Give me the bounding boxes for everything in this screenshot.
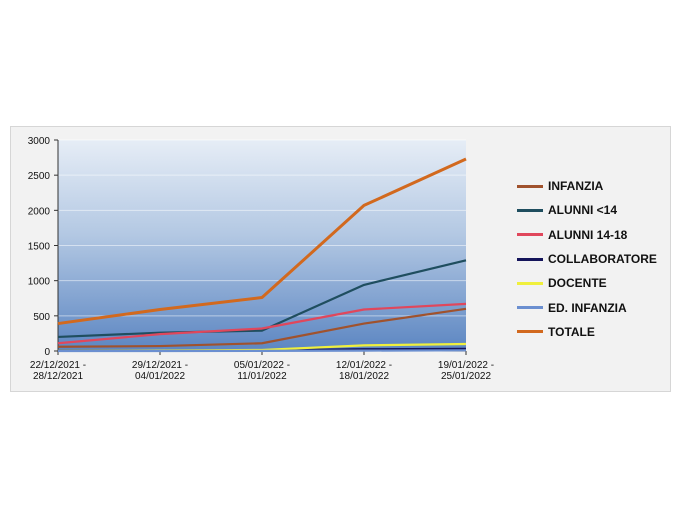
- y-tick-label: 1500: [28, 242, 51, 253]
- x-tick-label: 19/01/2022 -25/01/2022: [438, 360, 494, 382]
- legend-swatch: [517, 281, 543, 285]
- x-tick-label: 29/12/2021 -04/01/2022: [132, 360, 188, 382]
- x-tick-label: 22/12/2021 -28/12/2021: [30, 360, 86, 382]
- y-tick-label: 0: [44, 347, 50, 358]
- legend-label: INFANZIA: [548, 179, 604, 194]
- legend-label: DOCENTE: [548, 276, 607, 291]
- y-tick-label: 2000: [28, 206, 51, 217]
- legend-label: ALUNNI <14: [548, 203, 618, 218]
- legend-label: ED. INFANZIA: [548, 300, 627, 315]
- legend-swatch: [517, 184, 543, 188]
- y-tick-label: 500: [33, 312, 50, 323]
- x-tick-label: 05/01/2022 -11/01/2022: [234, 360, 290, 382]
- legend-swatch: [517, 233, 543, 237]
- gridlines: [58, 139, 466, 352]
- series-lines: [57, 157, 467, 353]
- series-line-alunni-14: [57, 259, 467, 339]
- chart-legend: INFANZIA ALUNNI <14 ALUNNI 14-18 COLLABORAT…: [517, 174, 667, 344]
- legend-label: COLLABORATORE: [548, 252, 657, 267]
- x-tick-label: 12/01/2022 -18/01/2022: [336, 360, 392, 382]
- y-tick-label: 2500: [28, 171, 51, 182]
- series-line-totale: [57, 157, 467, 326]
- legend-item-ed-infanzia: ED. INFANZIA: [517, 295, 667, 319]
- legend-item-totale: TOTALE: [517, 320, 667, 344]
- legend-swatch: [517, 330, 543, 334]
- y-tick-labels: 0 500 1000 1500 2000 2500 3000: [28, 136, 58, 358]
- legend-item-alunni-14-18: ALUNNI 14-18: [517, 223, 667, 247]
- legend-swatch: [517, 208, 543, 212]
- y-tick-label: 3000: [28, 136, 51, 147]
- y-tick-label: 1000: [28, 277, 51, 288]
- legend-label: ALUNNI 14-18: [548, 227, 628, 242]
- legend-swatch: [517, 306, 543, 310]
- legend-item-alunni-14: ALUNNI <14: [517, 198, 667, 222]
- series-line-infanzia: [57, 307, 467, 348]
- legend-label: TOTALE: [548, 324, 595, 339]
- series-line-alunni-14-18: [57, 302, 467, 345]
- legend-item-docente: DOCENTE: [517, 271, 667, 295]
- legend-item-infanzia: INFANZIA: [517, 174, 667, 198]
- legend-item-collaboratore: COLLABORATORE: [517, 247, 667, 271]
- x-tick-labels: 22/12/2021 -28/12/2021 29/12/2021 -04/01/…: [30, 351, 494, 382]
- series-line-ed-infanzia: [58, 349, 467, 353]
- legend-swatch: [517, 257, 543, 261]
